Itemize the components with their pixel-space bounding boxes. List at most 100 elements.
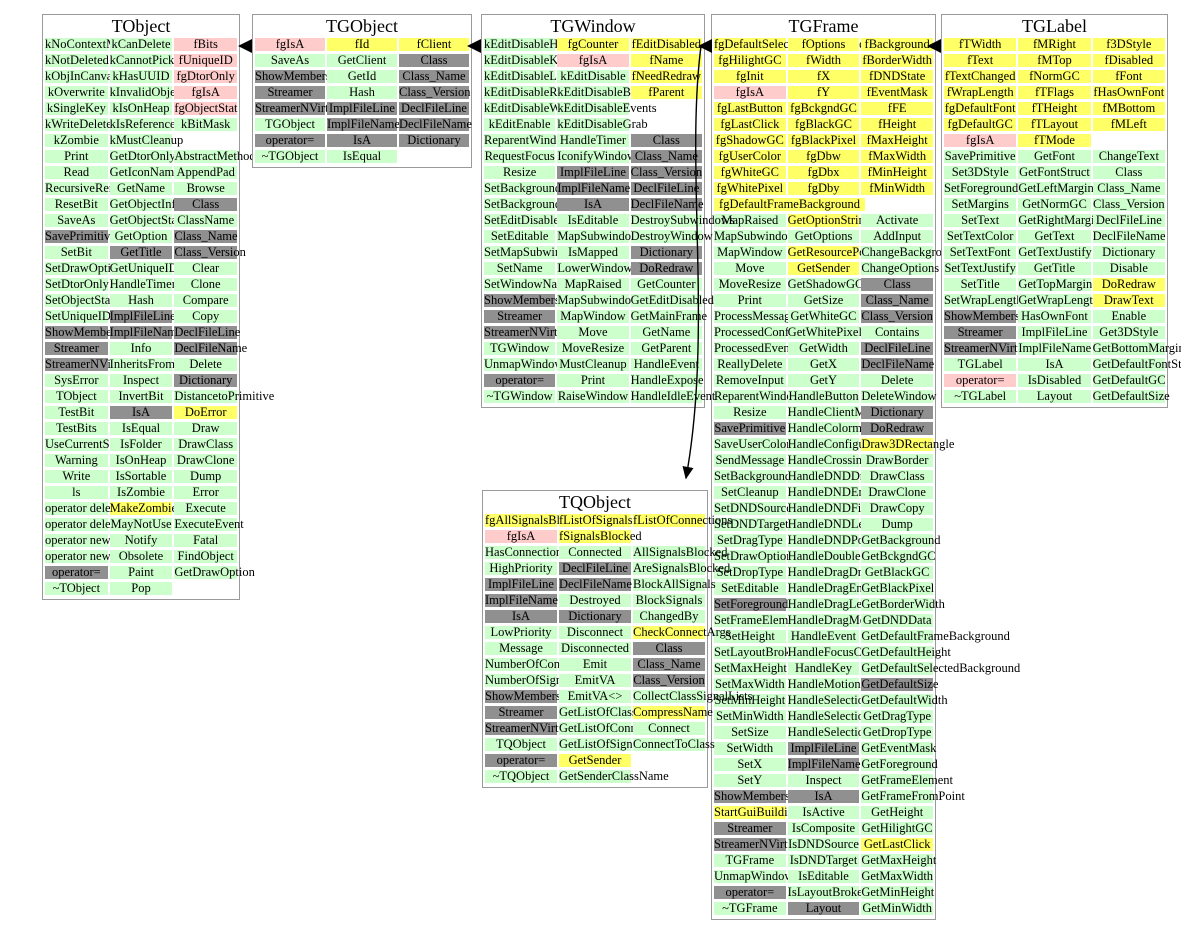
member-cell: Dictionary: [861, 406, 934, 419]
member-cell: GetUniqueID: [109, 261, 178, 275]
member-cell: DistancetoPrimitive: [174, 389, 275, 403]
member-cell: HandleDNDDrop: [787, 469, 877, 483]
member-cell: ShowMembers: [255, 69, 331, 83]
member-cell: SetObjectStat: [45, 293, 114, 307]
member-cell: SaveAs: [45, 214, 108, 227]
member-cell: Streamer: [45, 342, 108, 355]
member-cell: fgWhiteGC: [714, 166, 786, 179]
member-cell: HandleTimer: [557, 134, 629, 147]
member-cell: GetDefaultWidth: [861, 693, 948, 707]
member-cell: Clear: [174, 262, 238, 275]
member-cell: ImplFileLine: [109, 309, 176, 323]
member-cell: HandleIdleEvent: [630, 389, 716, 403]
member-cell: HandleKey: [787, 662, 860, 675]
member-cell: kNotDeleted: [45, 53, 109, 67]
empty-cell: [174, 134, 237, 147]
member-cell: ~TObject: [45, 582, 108, 595]
member-cell: fTMode: [1018, 134, 1091, 147]
member-cell: StreamerNVirtual: [485, 721, 574, 735]
member-cell: Class_Name: [1092, 182, 1165, 195]
member-cell: ReparentWindow: [714, 389, 802, 403]
member-cell: SetCleanup: [714, 486, 786, 499]
member-cell: GetLastClick: [861, 838, 934, 851]
member-cell: GetWhiteGC: [787, 310, 860, 323]
member-cell: BlockSignals: [633, 594, 705, 607]
member-cell: GetTextJustify: [1018, 245, 1092, 259]
member-cell: Error: [174, 486, 238, 499]
empty-cell: [1093, 134, 1165, 147]
member-cell: Message: [485, 642, 557, 655]
member-cell: Dump: [174, 470, 238, 483]
member-cell: GetHilightGC: [861, 821, 934, 835]
member-cell: ~TGWindow: [484, 390, 556, 403]
member-cell: Read: [45, 166, 108, 179]
member-cell: DoRedraw: [630, 262, 702, 275]
member-cell: DeclFileName: [399, 117, 472, 131]
member-cell: NumberOfConnections: [485, 657, 602, 671]
member-cell: HandleSelection: [787, 693, 871, 707]
member-cell: SetY: [714, 774, 786, 787]
class-box-tgobject: TGObject fgIsA SaveAs ShowMembers Streamer S…: [252, 14, 472, 168]
member-column: kCanDelete kCannotPick kHasUUID kInvalidObj…: [109, 38, 185, 598]
member-cell: Dictionary: [399, 134, 469, 147]
member-cell: fgBckgndGC: [787, 102, 860, 115]
member-cell: DeclFileName: [559, 577, 632, 591]
member-cell: HandleSelectionRequest: [787, 725, 911, 739]
member-cell: fHasOwnFont: [1092, 85, 1165, 99]
member-cell: HandleTimer: [109, 277, 176, 291]
member-cell: fMinHeight: [861, 166, 934, 179]
member-cell: MapSubwindows: [714, 229, 802, 243]
member-cell: fMaxWidth: [861, 150, 934, 163]
member-cell: HandleFocusChange: [787, 645, 892, 659]
member-cell: HandleDNDPosition: [787, 533, 892, 547]
member-cell: HandleDragDrop: [787, 565, 875, 579]
member-cell: SavePrimitive: [944, 149, 1017, 163]
class-box-tqobject: TQObject fgAllSignalsBlocked fgIsA HasConn…: [482, 490, 752, 788]
member-cell: DrawClass: [861, 470, 934, 483]
member-cell: SysError: [45, 374, 108, 387]
member-cell: operator=: [484, 374, 556, 387]
member-cell: GetClient: [327, 54, 397, 67]
member-cell: IsA: [787, 790, 860, 803]
member-cell: IsEqual: [109, 422, 173, 435]
member-cell: operator=: [714, 886, 786, 899]
member-column: fgCounter fgIsA kEditDisable kEditDisableBt…: [556, 38, 675, 406]
member-cell: Print: [714, 294, 786, 307]
member-cell: GetListOfConnections: [559, 721, 673, 735]
member-cell: fgLastClick: [714, 118, 786, 131]
member-cell: GetDefaultSize: [1092, 389, 1170, 403]
member-cell: IsA: [485, 610, 557, 623]
member-cell: SetWrapLength: [944, 293, 1023, 307]
member-cell: GetDefaultSelectedBackground: [861, 661, 1021, 675]
member-column: fClient Class Class_Name Class_Version DeclF…: [398, 38, 472, 166]
member-cell: GetMinHeight: [861, 885, 935, 899]
empty-cell: [633, 754, 705, 767]
member-cell: ImplFileName: [787, 757, 861, 771]
member-cell: fgDtorOnly: [174, 70, 238, 83]
member-cell: ShowMembers: [485, 689, 561, 703]
member-cell: FindObject: [174, 550, 238, 563]
member-cell: GetShadowGC: [787, 277, 864, 291]
member-cell: fNormGC: [1018, 70, 1091, 83]
member-cell: Print: [557, 374, 629, 387]
member-cell: HandleButton: [787, 389, 860, 403]
member-cell: StreamerNVirtual: [714, 837, 803, 851]
member-cell: ImplFileLine: [327, 102, 397, 115]
member-cell: kEditDisableKeyEnable: [484, 53, 605, 67]
member-cell: HandleDragLeave: [787, 597, 880, 611]
member-cell: Clone: [174, 278, 238, 291]
member-cell: SetDtorOnly: [45, 277, 109, 291]
member-cell: ImplFileName: [109, 325, 183, 339]
member-cell: SetBit: [45, 246, 108, 259]
member-cell: fSignalsBlocked: [559, 529, 642, 543]
member-cell: GetWhitePixel: [787, 325, 862, 339]
member-cell: fTextChanged: [944, 69, 1017, 83]
member-cell: operator delete: [45, 501, 120, 515]
member-cell: Activate: [861, 214, 934, 227]
member-cell: SetDragType: [714, 534, 786, 547]
member-cell: Class_Version: [1092, 197, 1165, 211]
empty-cell: [399, 150, 469, 163]
member-cell: Dictionary: [559, 610, 631, 623]
member-cell: GetBottomMargin: [1092, 341, 1181, 355]
member-cell: GetBlackGC: [861, 566, 934, 579]
